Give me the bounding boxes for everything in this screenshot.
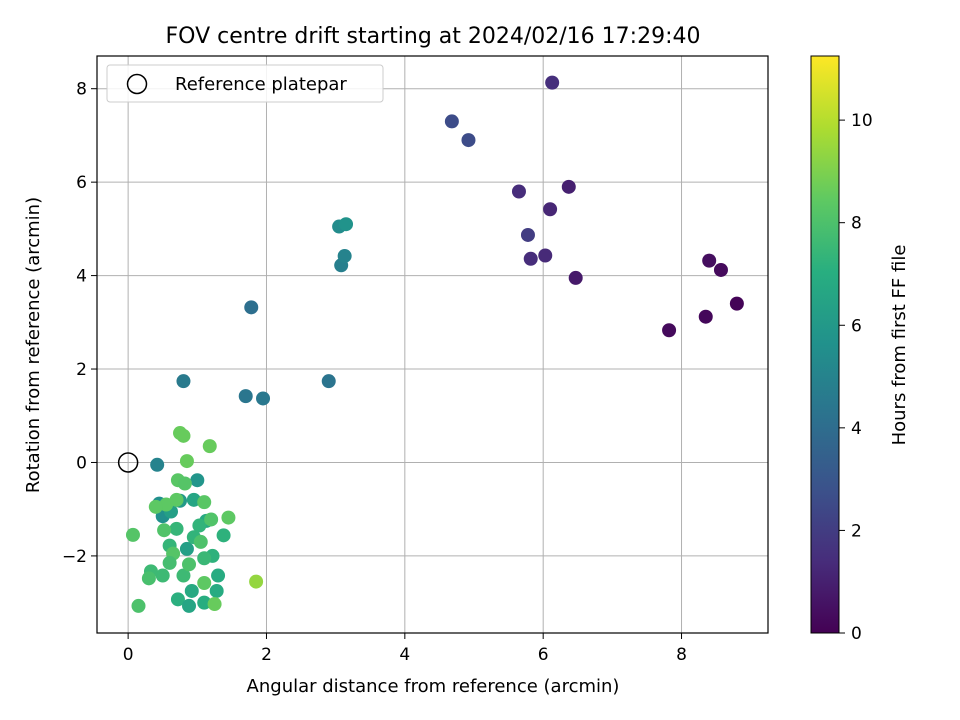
data-point <box>162 555 177 570</box>
legend-label: Reference platepar <box>175 74 347 95</box>
colorbar-label: Hours from first FF file <box>889 245 910 446</box>
y-tick-label: 0 <box>76 453 87 473</box>
y-tick-label: 8 <box>76 80 87 100</box>
data-point <box>177 476 192 491</box>
data-point <box>204 512 219 527</box>
data-point <box>207 597 222 612</box>
data-point <box>339 217 354 232</box>
x-tick-label: 8 <box>676 645 687 665</box>
y-axis: −2 0 2 4 6 8 <box>62 80 97 567</box>
data-point <box>202 439 217 454</box>
data-point <box>561 179 576 194</box>
x-tick-label: 6 <box>538 645 549 665</box>
colorbar-tick-label: 0 <box>851 624 862 644</box>
data-point <box>211 568 226 583</box>
colorbar-tick-label: 6 <box>851 316 862 336</box>
plot-frame <box>96 55 769 634</box>
reference-marker <box>117 452 139 473</box>
x-axis: 0 2 4 6 8 <box>123 633 687 665</box>
data-point <box>543 202 558 217</box>
data-point <box>209 583 224 598</box>
data-point <box>182 598 197 613</box>
data-point <box>184 583 199 598</box>
colorbar: 0 2 4 6 8 10 Hours from first FF file <box>810 55 910 644</box>
data-point <box>238 389 253 404</box>
data-point <box>321 374 336 389</box>
data-point <box>249 574 264 589</box>
data-points <box>125 75 744 613</box>
data-point <box>150 457 165 472</box>
x-tick-label: 2 <box>261 645 272 665</box>
data-point <box>170 592 185 607</box>
data-point <box>197 495 212 510</box>
data-point <box>545 75 560 90</box>
data-point <box>523 251 538 266</box>
data-point <box>192 518 207 533</box>
x-axis-label: Angular distance from reference (arcmin) <box>247 676 620 697</box>
data-point <box>179 454 194 469</box>
data-point <box>125 527 140 542</box>
data-point <box>520 227 535 242</box>
colorbar-gradient <box>810 55 840 634</box>
data-point <box>131 598 146 613</box>
data-point <box>190 473 205 488</box>
x-tick-label: 4 <box>399 645 410 665</box>
colorbar-tick-label: 8 <box>851 214 862 234</box>
y-tick-label: −2 <box>62 547 87 567</box>
x-tick-label: 0 <box>123 645 134 665</box>
data-point <box>444 114 459 129</box>
legend: Reference platepar <box>106 64 384 103</box>
data-point <box>221 510 236 525</box>
data-point <box>141 571 156 586</box>
data-point <box>702 253 717 268</box>
colorbar-tick-label: 4 <box>851 419 862 439</box>
data-point <box>169 521 184 536</box>
colorbar-ticks: 0 2 4 6 8 10 <box>839 111 873 644</box>
data-point <box>244 300 259 315</box>
data-point <box>157 523 172 538</box>
data-point <box>155 568 170 583</box>
data-point <box>729 296 744 311</box>
y-tick-label: 6 <box>76 173 87 193</box>
data-point <box>193 534 208 549</box>
data-point <box>176 374 191 389</box>
data-point <box>197 595 212 610</box>
y-axis-label: Rotation from reference (arcmin) <box>23 197 44 493</box>
data-point <box>511 184 526 199</box>
data-point <box>337 248 352 263</box>
data-point <box>179 541 194 556</box>
data-point <box>662 323 677 338</box>
data-point <box>169 492 184 507</box>
data-point <box>176 428 191 443</box>
colorbar-tick-label: 10 <box>851 111 873 131</box>
data-point <box>176 568 191 583</box>
data-point <box>713 262 728 277</box>
data-point <box>197 551 212 566</box>
data-point <box>197 576 212 591</box>
data-point <box>148 499 163 514</box>
data-point <box>698 309 713 324</box>
data-point <box>182 557 197 572</box>
data-point <box>568 270 583 285</box>
data-point <box>256 391 271 406</box>
data-point <box>461 133 476 148</box>
legend-box <box>106 64 384 103</box>
data-point <box>538 248 553 263</box>
y-tick-label: 2 <box>76 360 87 380</box>
colorbar-tick-label: 2 <box>851 521 862 541</box>
data-point <box>216 528 231 543</box>
legend-marker <box>126 73 148 95</box>
y-tick-label: 4 <box>76 267 87 287</box>
chart-title: FOV centre drift starting at 2024/02/16 … <box>166 24 701 49</box>
